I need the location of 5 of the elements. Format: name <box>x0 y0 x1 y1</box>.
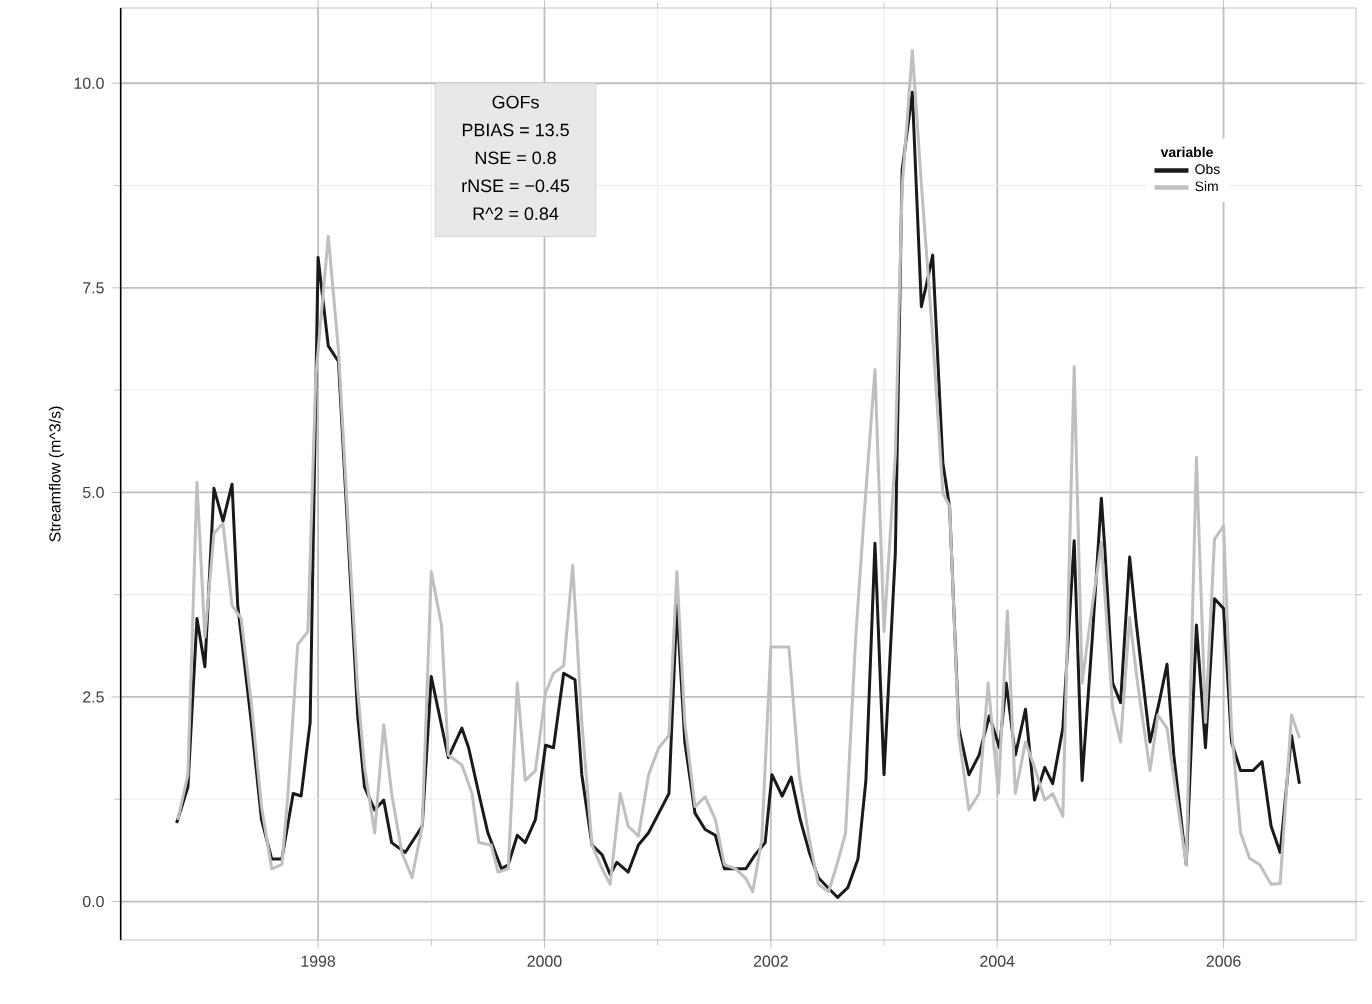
annotation: NSE = 0.8 <box>475 151 556 165</box>
annotation: PBIAS = 13.5 <box>462 123 569 137</box>
annotation: R^2 = 0.84 <box>473 207 559 221</box>
annotation: GOFs <box>492 95 539 109</box>
annotation: rNSE = −0.45 <box>462 179 570 193</box>
